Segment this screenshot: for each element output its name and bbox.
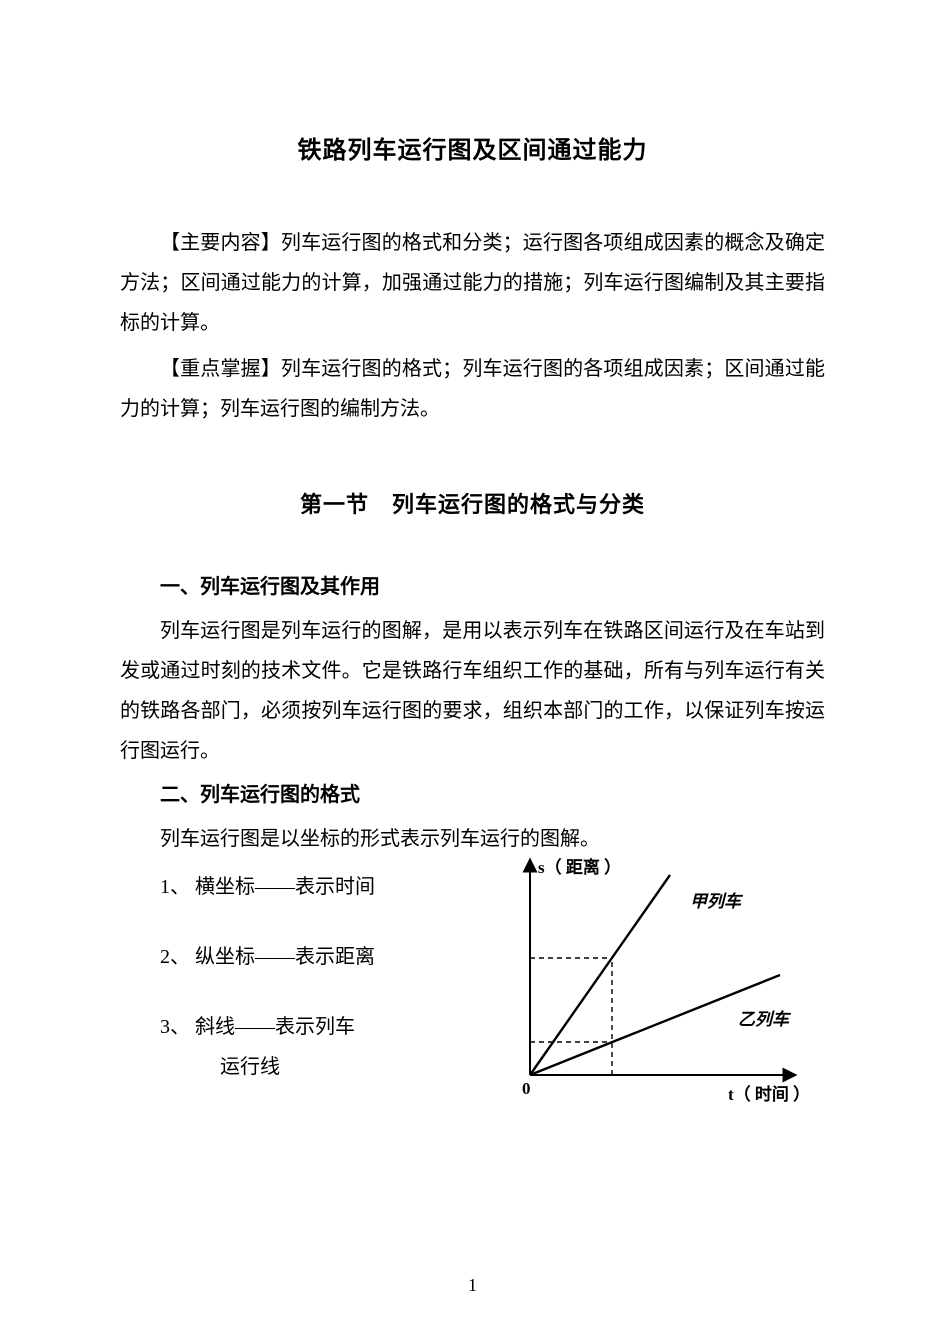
train-b-label: 乙列车 [738,1005,789,1030]
subsection-1-body: 列车运行图是列车运行的图解，是用以表示列车在铁路区间运行及在车站到发或通过时刻的… [120,611,825,771]
distance-time-chart: s（ 距离 ） 甲列车 乙列车 0 t（ 时间 ） [480,855,820,1115]
subsection-1-heading: 一、列车运行图及其作用 [120,567,825,607]
y-axis-label: s（ 距离 ） [538,853,621,878]
intro-key-points: 【重点掌握】列车运行图的格式；列车运行图的各项组成因素；区间通过能力的计算；列车… [120,349,825,429]
page-number: 1 [0,1275,945,1296]
intro-main-content: 【主要内容】列车运行图的格式和分类；运行图各项组成因素的概念及确定方法；区间通过… [120,223,825,343]
x-axis-label: t（ 时间 ） [728,1080,810,1105]
subsection-2-body: 列车运行图是以坐标的形式表示列车运行的图解。 [120,819,825,859]
train-a-label: 甲列车 [690,887,741,912]
section-1-title: 第一节 列车运行图的格式与分类 [120,487,825,519]
document-title: 铁路列车运行图及区间通过能力 [120,130,825,165]
origin-label: 0 [522,1079,531,1099]
coordinate-list: 1、 横坐标——表示时间 2、 纵坐标——表示距离 3、 斜线——表示列车 运行… [120,867,825,1087]
subsection-2-heading: 二、列车运行图的格式 [120,775,825,815]
chart-svg [480,855,820,1115]
